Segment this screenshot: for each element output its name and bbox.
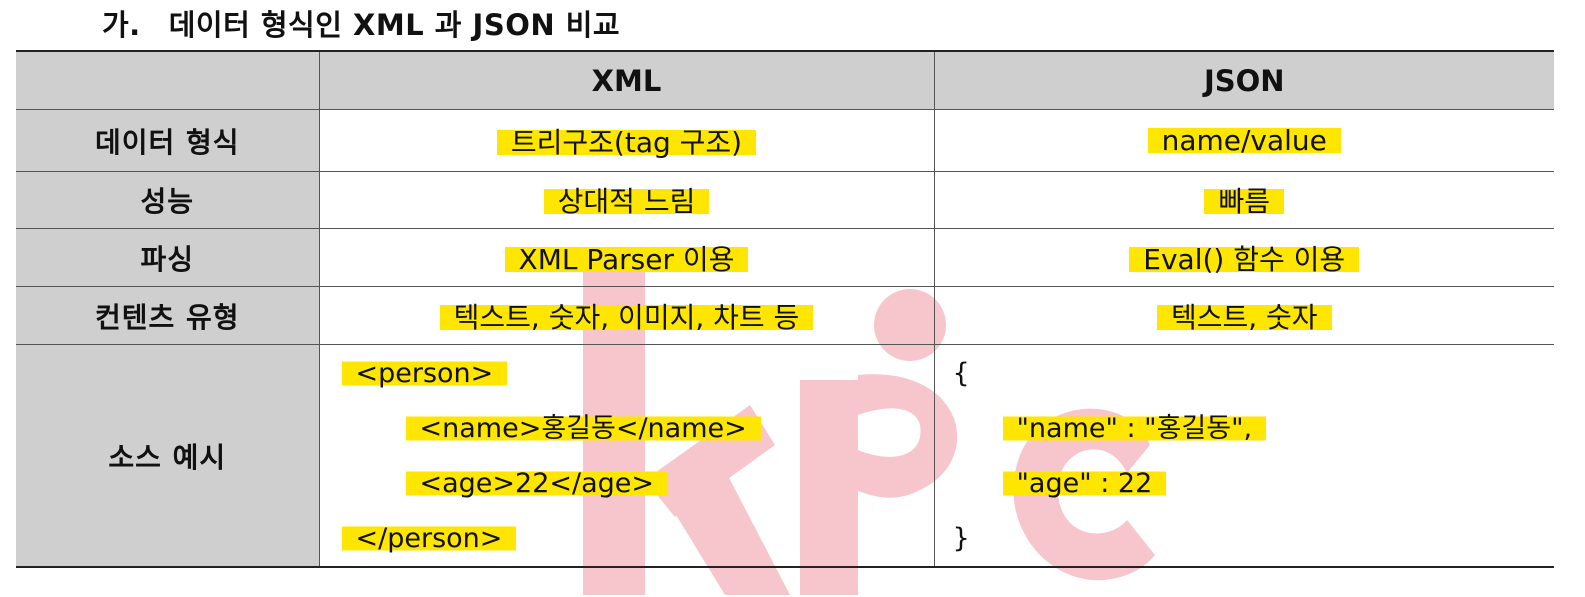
code-line: "name" : "홍길동",: [953, 401, 1555, 456]
cell-xml-data-format: 트리구조(tag 구조): [318, 109, 934, 172]
json-performance-value: 빠름: [1204, 185, 1285, 218]
cell-json-performance: 빠름: [933, 171, 1554, 229]
json-parsing-value: Eval() 함수 이용: [1129, 242, 1360, 276]
code-line: </person>: [341, 511, 934, 566]
header-json: JSON: [933, 51, 1554, 110]
cell-xml-performance: 상대적 느림: [318, 171, 934, 229]
header-xml: XML: [318, 51, 934, 110]
cell-json-parsing: Eval() 함수 이용: [933, 228, 1554, 287]
table-row: 성능 상대적 느림 빠름: [16, 171, 1554, 229]
table-row: 데이터 형식 트리구조(tag 구조) name/value: [16, 109, 1554, 172]
code-line: {: [952, 357, 970, 389]
code-line: <person>: [341, 346, 934, 401]
xml-source-example: <person> <name>홍길동</name> <age>22</age> …: [318, 344, 934, 568]
row-label-parsing: 파싱: [16, 228, 319, 287]
table-row: 파싱 XML Parser 이용 Eval() 함수 이용: [16, 228, 1554, 287]
json-data-format-value: name/value: [1147, 124, 1341, 157]
cell-json-data-format: name/value: [933, 109, 1554, 172]
cell-json-content-type: 텍스트, 숫자: [933, 286, 1554, 345]
xml-performance-value: 상대적 느림: [543, 185, 710, 218]
xml-json-comparison-table: XML JSON 데이터 형식 트리구조(tag 구조) name/value …: [16, 50, 1554, 568]
row-label-source-example: 소스 예시: [16, 344, 319, 568]
code-line: <name>홍길동</name>: [342, 401, 934, 456]
json-source-example: { "name" : "홍길동", "age" : 22 }: [933, 344, 1555, 568]
xml-parsing-value: XML Parser 이용: [504, 242, 749, 276]
cell-xml-content-type: 텍스트, 숫자, 이미지, 차트 등: [318, 286, 934, 345]
header-corner: [16, 51, 319, 110]
section-heading: 가. 데이터 형식인 XML 과 JSON 비교: [102, 2, 620, 44]
json-content-type-value: 텍스트, 숫자: [1156, 300, 1332, 334]
row-label-data-format: 데이터 형식: [16, 109, 319, 172]
section-number: 가.: [102, 8, 141, 42]
xml-content-type-value: 텍스트, 숫자, 이미지, 차트 등: [439, 300, 814, 334]
row-label-content-type: 컨텐츠 유형: [16, 286, 319, 345]
cell-xml-parsing: XML Parser 이용: [318, 228, 934, 287]
table-row: 컨텐츠 유형 텍스트, 숫자, 이미지, 차트 등 텍스트, 숫자: [16, 286, 1554, 345]
code-line: <age>22</age>: [342, 456, 934, 511]
table-header-row: XML JSON: [16, 51, 1554, 110]
code-line: }: [952, 522, 970, 554]
code-line: "age" : 22: [953, 456, 1555, 511]
section-title: 데이터 형식인 XML 과 JSON 비교: [168, 8, 621, 42]
table-row: 소스 예시 <person> <name>홍길동</name> <age>22<…: [16, 344, 1555, 568]
xml-data-format-value: 트리구조(tag 구조): [496, 125, 757, 159]
row-label-performance: 성능: [16, 171, 319, 229]
